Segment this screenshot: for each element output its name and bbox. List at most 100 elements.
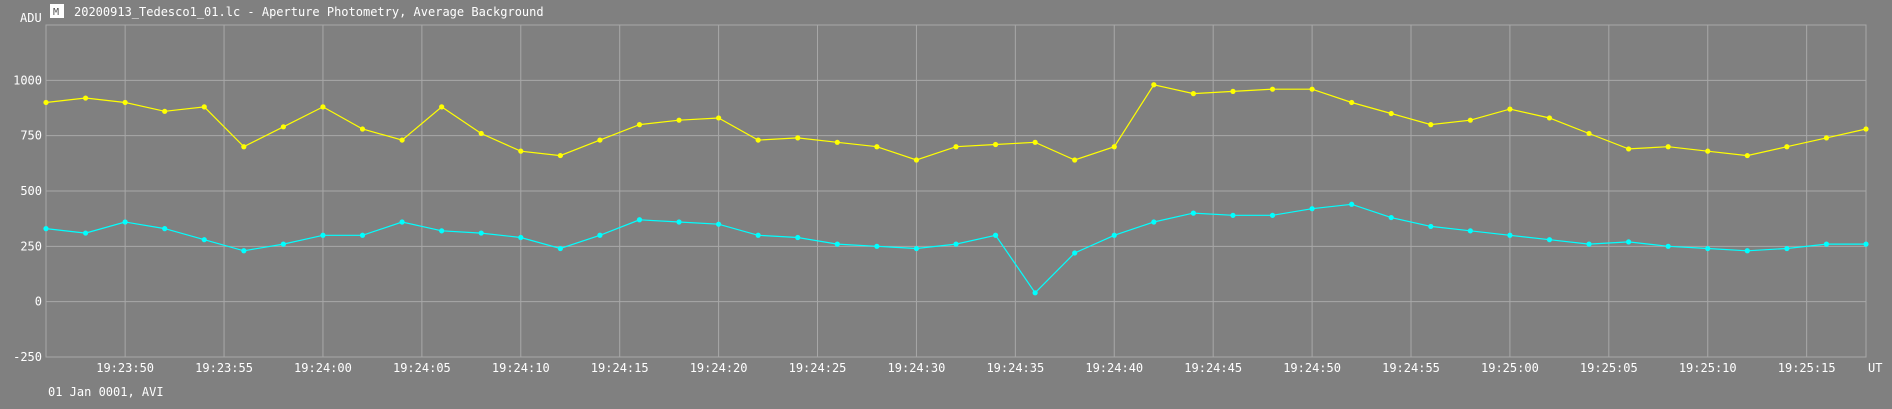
x-axis-label: UT [1868, 361, 1882, 375]
series-1-point [1546, 115, 1553, 121]
series-1-point [1151, 82, 1157, 88]
series-2-point [1309, 206, 1315, 212]
series-1-point [1863, 126, 1869, 132]
series-1-point [162, 108, 168, 114]
series-2-point [636, 217, 643, 223]
series-1-point [320, 104, 326, 110]
series-2-point [1507, 232, 1513, 238]
series-1-point [478, 130, 484, 137]
x-tick-label: 19:25:10 [1679, 361, 1737, 375]
series-2-point [1626, 239, 1632, 245]
series-2-point [834, 241, 840, 247]
series-1-point [399, 137, 405, 143]
series-1-point [518, 148, 524, 154]
series-2-point [1586, 241, 1592, 247]
series-2-point [1784, 245, 1790, 252]
series-1-point [992, 141, 999, 148]
series-1-point [795, 135, 801, 141]
series-2-point [122, 219, 128, 225]
series-2-point [43, 226, 49, 232]
series-1-point [43, 99, 49, 106]
y-tick-label: 1000 [13, 73, 42, 87]
series-1-point [1586, 130, 1592, 137]
y-tick-label: 0 [35, 295, 42, 309]
series-2-point [1269, 212, 1276, 218]
x-tick-label: 19:23:55 [195, 361, 253, 375]
series-1-point [122, 99, 128, 106]
x-tick-label: 19:23:50 [96, 361, 154, 375]
series-1-point [1626, 146, 1632, 152]
y-tick-label: 250 [20, 239, 42, 253]
y-tick-label: -250 [13, 350, 42, 364]
x-tick-label: 19:24:20 [690, 361, 748, 375]
series-1-point [913, 157, 920, 163]
series-1-point [201, 104, 207, 110]
x-axis-ticks: 19:23:50 19:23:55 19:24:00 19:24:05 19:24:10… [96, 361, 1835, 375]
series-1-point [834, 139, 840, 145]
series-1-point [1269, 86, 1276, 92]
series-2-point [1823, 241, 1830, 247]
series-1-point [1349, 99, 1355, 106]
x-tick-label: 19:24:05 [393, 361, 451, 375]
series-1-point [716, 115, 722, 121]
series-1-point [1705, 148, 1711, 154]
x-tick-label: 19:24:10 [492, 361, 550, 375]
series-2-point [162, 226, 168, 232]
series-2-point [913, 245, 920, 252]
footer-date-label: 01 Jan 0001, AVI [48, 385, 164, 399]
series-1-point [874, 144, 880, 150]
series-2-point [399, 219, 405, 225]
series-1-point [1111, 144, 1117, 150]
series-2-point [953, 241, 959, 247]
series-2-point [1111, 232, 1117, 238]
series-2-point [1705, 245, 1711, 252]
series-1-point [280, 124, 286, 130]
y-tick-label: 750 [20, 129, 42, 143]
series-1-point [1665, 144, 1671, 150]
series-1-point [1032, 139, 1038, 145]
title-bar: M 20200913_Tedesco1_01.lc - Aperture Pho… [50, 4, 544, 19]
series-2-point [557, 245, 563, 252]
grid [45, 24, 1867, 358]
series-2-point [676, 219, 682, 225]
series-1-point [755, 137, 761, 143]
series-2-point [1388, 214, 1394, 221]
x-tick-label: 19:25:15 [1778, 361, 1836, 375]
x-tick-label: 19:25:00 [1481, 361, 1539, 375]
series-1-point [1507, 106, 1513, 112]
series-1-point [676, 117, 682, 123]
series-2-point [241, 248, 247, 254]
series-1-point [439, 104, 445, 110]
photometry-app-icon [50, 4, 64, 18]
x-tick-label: 19:24:40 [1085, 361, 1143, 375]
series-2-point [874, 243, 880, 249]
series-2-point [1032, 290, 1038, 296]
series-2-point [1546, 237, 1553, 243]
series-2-point [201, 237, 207, 243]
series-2-point [1230, 212, 1236, 218]
y-tick-label: 500 [20, 184, 42, 198]
series-2-point [1349, 201, 1355, 207]
series-2-point [1428, 223, 1434, 230]
series-2-point [1151, 219, 1157, 225]
series-1-point [1823, 135, 1830, 141]
x-tick-label: 19:24:35 [986, 361, 1044, 375]
series-2-point [320, 232, 326, 238]
series-2-point [755, 232, 761, 238]
series-2-point [597, 232, 603, 238]
series-1-point [1744, 152, 1750, 159]
series-1-point [1230, 88, 1236, 94]
series-2-point [280, 241, 286, 247]
x-tick-label: 19:24:15 [591, 361, 649, 375]
series-2-point [1072, 250, 1078, 256]
series-1-point [1467, 117, 1473, 123]
x-tick-label: 19:24:00 [294, 361, 352, 375]
series-1-point [241, 144, 247, 150]
x-tick-label: 19:24:55 [1382, 361, 1440, 375]
series-1-point [82, 95, 89, 101]
series-1-point [1784, 144, 1790, 150]
series-2-point [359, 232, 366, 238]
series-2-point [82, 230, 89, 236]
